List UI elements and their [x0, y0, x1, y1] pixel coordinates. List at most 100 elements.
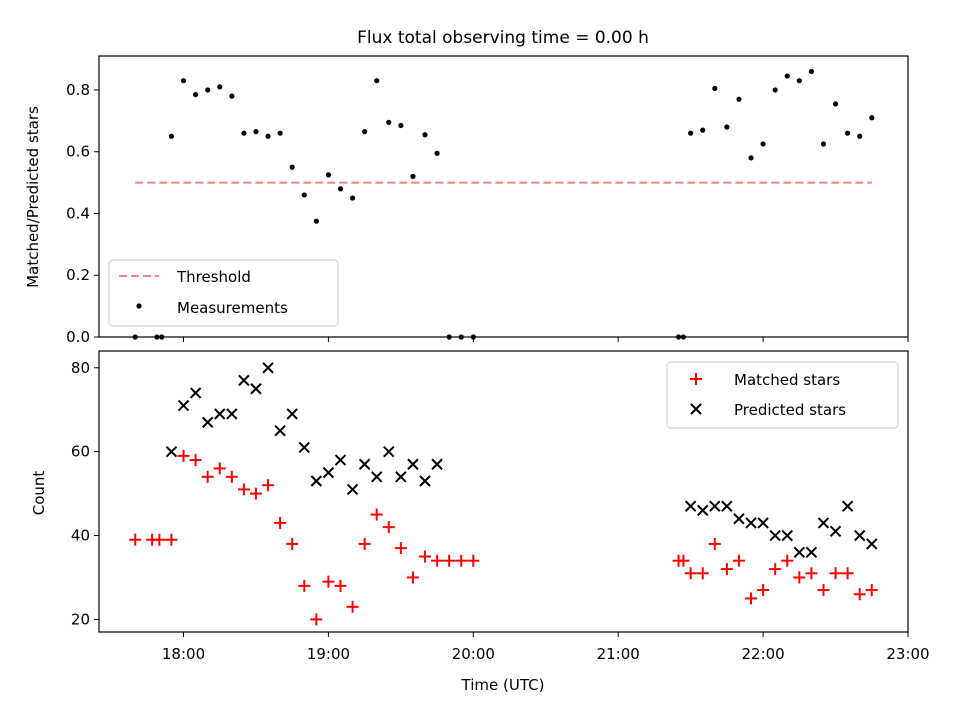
measurement-point — [229, 93, 235, 99]
ratio-y-tick-label: 0.0 — [66, 328, 90, 346]
measurement-point — [313, 218, 319, 224]
matched-star-marker — [696, 567, 709, 580]
count-x-axis-label: Time (UTC) — [461, 676, 545, 694]
measurement-point — [700, 127, 706, 133]
count-x-tick-label: 20:00 — [452, 645, 495, 663]
predicted-star-marker — [383, 445, 395, 458]
matched-star-marker — [406, 571, 419, 584]
predicted-star-marker — [165, 445, 178, 458]
matched-star-marker — [793, 571, 806, 584]
count-x-tick-label: 18:00 — [162, 645, 205, 663]
ratio-marks — [132, 68, 875, 340]
matched-star-marker — [213, 462, 226, 475]
predicted-star-marker — [177, 399, 190, 412]
measurement-point — [362, 129, 368, 135]
measurement-point — [289, 164, 295, 170]
matched-star-marker — [684, 567, 697, 580]
predicted-star-marker — [841, 500, 854, 512]
measurement-point — [760, 141, 766, 147]
measurement-point — [253, 129, 259, 135]
measurement-point — [277, 130, 283, 136]
count-x-tick-label: 21:00 — [597, 645, 640, 663]
measurement-point — [712, 85, 718, 92]
ratio-y-axis: 0.0 0.2 0.4 0.6 0.8 — [66, 81, 99, 346]
legend-measurements-swatch — [136, 303, 142, 309]
predicted-star-marker — [709, 500, 721, 512]
measurement-point — [784, 73, 790, 79]
matched-star-marker — [394, 542, 407, 555]
legend-matched-swatch — [690, 373, 702, 385]
measurement-point — [869, 115, 875, 121]
ratio-panel: Flux total observing time = 0.00 h 0.00.… — [24, 28, 909, 346]
predicted-star-marker — [431, 458, 443, 470]
predicted-star-marker — [817, 517, 830, 529]
measurement-point — [434, 150, 440, 156]
matched-star-marker — [237, 483, 250, 496]
matched-star-marker — [769, 563, 782, 576]
measurement-point — [217, 84, 223, 90]
predicted-star-marker — [334, 454, 347, 466]
measurement-point — [265, 133, 271, 139]
predicted-star-marker — [214, 408, 226, 420]
predicted-star-marker — [298, 441, 310, 454]
matched-star-marker — [334, 579, 347, 592]
matched-star-marker — [201, 470, 214, 483]
count-y-tick-label: 20 — [71, 610, 90, 628]
matched-star-marker — [286, 537, 299, 550]
predicted-star-marker — [684, 500, 697, 512]
predicted-star-marker — [721, 500, 733, 512]
matched-star-marker — [370, 508, 383, 521]
measurement-point — [845, 130, 851, 136]
measurement-point — [241, 130, 247, 136]
predicted-star-marker — [226, 408, 238, 420]
count-marks — [129, 362, 878, 626]
ratio-y-tick-label: 0.8 — [66, 81, 90, 99]
matched-star-marker — [322, 575, 335, 588]
matched-star-marker — [865, 584, 878, 597]
count-x-axis: 18:00 19:00 20:00 21:00 22:00 23:00 — [162, 632, 930, 663]
predicted-star-marker — [757, 517, 769, 529]
matched-star-marker — [720, 563, 733, 576]
predicted-star-marker — [371, 471, 383, 483]
measurement-point — [386, 119, 392, 125]
predicted-star-marker — [238, 374, 250, 387]
ratio-legend-box — [108, 259, 339, 327]
predicted-star-marker — [733, 513, 745, 525]
measurement-point — [205, 87, 211, 93]
matched-star-marker — [455, 554, 468, 567]
legend-predicted-label: Predicted stars — [734, 401, 846, 419]
measurement-point — [748, 155, 754, 161]
measurement-point — [796, 78, 802, 84]
matched-star-marker — [467, 554, 480, 567]
matched-star-marker — [310, 613, 323, 626]
measurement-point — [168, 133, 175, 139]
measurement-point — [301, 192, 307, 198]
predicted-star-marker — [829, 525, 842, 538]
matched-star-marker — [817, 584, 830, 597]
predicted-star-marker — [322, 466, 335, 479]
measurement-point — [325, 172, 332, 178]
predicted-star-marker — [866, 538, 878, 550]
ratio-legend: Threshold Measurements — [108, 259, 339, 327]
measurement-point — [410, 173, 416, 180]
matched-star-marker — [677, 554, 690, 567]
matched-star-marker — [165, 533, 178, 546]
count-y-axis-label: Count — [30, 471, 48, 516]
count-y-axis: 20 40 60 80 — [71, 359, 99, 628]
count-legend-box — [666, 361, 899, 429]
predicted-star-marker — [274, 424, 286, 437]
predicted-star-marker — [310, 475, 323, 487]
ratio-plot-frame — [98, 55, 909, 338]
measurement-point — [724, 124, 730, 130]
matched-star-marker — [745, 592, 758, 605]
matched-star-marker — [262, 479, 275, 492]
legend-predicted-swatch — [690, 403, 702, 415]
measurement-point — [820, 141, 827, 147]
matched-star-marker — [189, 454, 202, 467]
measurement-point — [772, 87, 778, 93]
predicted-star-marker — [250, 383, 262, 395]
count-x-tick-label: 22:00 — [741, 645, 784, 663]
